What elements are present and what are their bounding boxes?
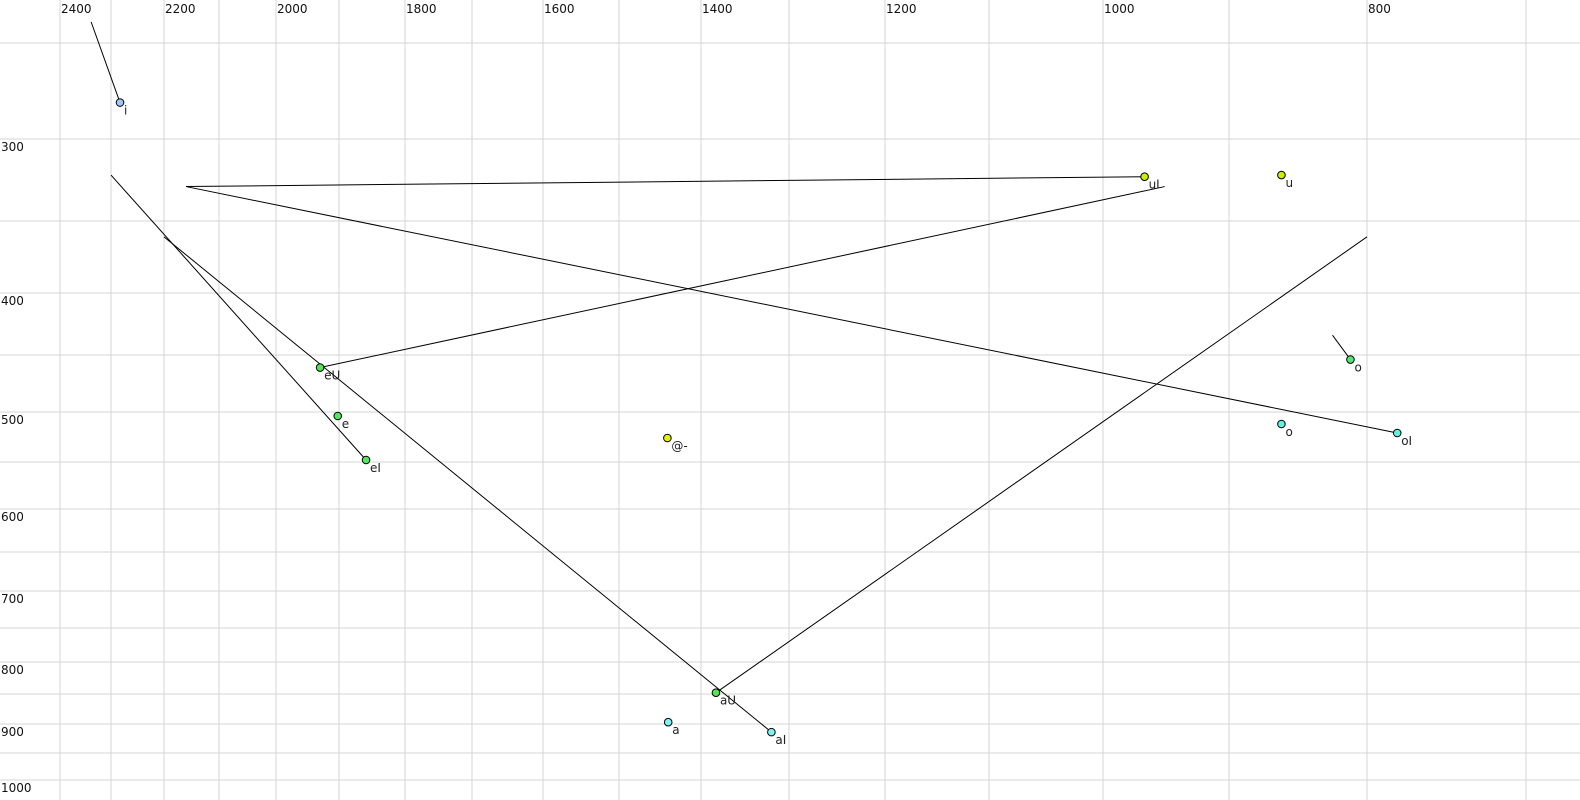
trajectory-line [163,236,772,733]
y-tick-label: 900 [1,725,24,739]
x-tick-label: 1000 [1104,2,1135,16]
vowel-point [1277,419,1286,429]
y-tick-label: 400 [1,294,24,308]
vowel-point [333,411,343,421]
vowel-point [663,717,673,727]
vowel-point [663,433,672,443]
tick-labels: 2400 2200 2000 1800 1600 1400 1200 1000 800 300 40… [1,2,1391,795]
vowel-point [315,363,325,372]
x-tick-label: 1800 [406,2,437,16]
trajectory-line [110,174,367,461]
vowel-label: aI [775,733,786,747]
vowel-point [1392,428,1402,438]
vowel-label: o [1354,361,1361,375]
y-tick-label: 300 [1,140,24,154]
y-tick-label: 800 [1,663,24,677]
vowel-point [1140,172,1149,182]
vowel-label: oI [1401,434,1412,448]
vowel-label: @- [671,439,687,453]
vowel-label: i [124,104,127,118]
x-tick-label: 1400 [702,2,733,16]
vowel-label: a [672,723,679,737]
vowel-point [711,688,721,698]
trajectory-line [90,21,121,103]
vowel-label: aU [720,694,736,708]
data-points: i uI u o o oI eU e eI @- aU a aI [115,98,1412,747]
x-tick-label: 2200 [165,2,196,16]
vowel-label: u [1285,176,1293,190]
y-tick-label: 600 [1,510,24,524]
y-tick-label: 500 [1,413,24,427]
vowel-label: o [1285,425,1292,439]
vowel-point [767,727,776,737]
vowel-label: uI [1149,178,1160,192]
trajectory-line [319,186,1165,369]
vowel-point [115,98,125,107]
x-tick-label: 2000 [277,2,308,16]
vowel-label: e [342,417,349,431]
trajectory-line [1332,334,1351,360]
vowel-point [1346,355,1355,364]
x-tick-label: 800 [1368,2,1391,16]
vowel-label: eI [370,461,381,475]
y-tick-label: 1000 [1,781,32,795]
vowel-point [361,455,371,465]
trajectory-line [715,236,1368,694]
x-tick-label: 1600 [544,2,575,16]
x-tick-label: 1200 [886,2,917,16]
trajectories [90,21,1398,733]
vowel-label: eU [324,369,340,383]
x-tick-label: 2400 [61,2,92,16]
trajectory-line [185,176,1145,188]
vowel-point [1277,170,1286,180]
y-tick-label: 700 [1,592,24,606]
trajectory-line [185,186,1398,434]
